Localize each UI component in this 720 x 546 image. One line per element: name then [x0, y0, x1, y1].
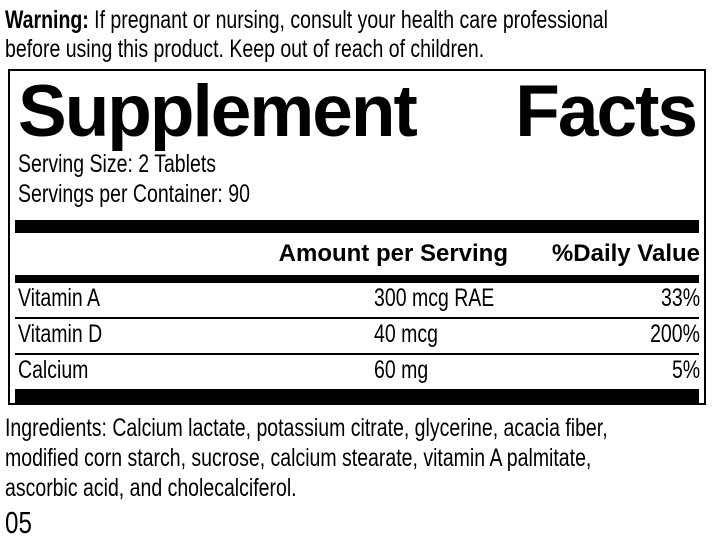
nutrient-daily-value: 33%	[660, 284, 700, 312]
serving-info: Serving Size: 2 Tablets Servings per Con…	[10, 149, 704, 209]
lot-code-value: 05	[5, 505, 32, 540]
divider-bar-bottom	[15, 389, 699, 403]
warning-line-1-rest: If pregnant or nursing, consult your hea…	[88, 6, 608, 34]
warning-line-2: before using this product. Keep out of r…	[5, 35, 485, 63]
lot-code: 05	[5, 507, 39, 539]
panel-title-word-right: Facts	[515, 71, 698, 152]
row-separator	[15, 353, 699, 355]
warning-text: Warning: If pregnant or nursing, consult…	[5, 6, 720, 64]
ingredients-line-2: modified corn starch, sucrose, calcium s…	[5, 444, 592, 472]
nutrient-row-vitamin-d: Vitamin D 40 mcg 200%	[10, 319, 704, 353]
divider-bar-thick	[15, 220, 699, 233]
nutrient-name: Vitamin D	[18, 320, 103, 348]
nutrient-name: Vitamin A	[18, 284, 101, 312]
warning-label: Warning:	[5, 6, 89, 34]
nutrient-row-calcium: Calcium 60 mg 5%	[10, 355, 704, 389]
ingredients-line-3: ascorbic acid, and cholecalciferol.	[5, 474, 297, 502]
nutrient-amount: 40 mcg	[374, 320, 438, 348]
warning-line-1: Warning: If pregnant or nursing, consult…	[5, 6, 608, 35]
nutrient-daily-value: 5%	[671, 356, 700, 384]
ingredients-line-1: Ingredients: Calcium lactate, potassium …	[5, 414, 608, 442]
ingredients-text: Ingredients: Calcium lactate, potassium …	[5, 413, 720, 503]
column-header-daily-value: %Daily Value	[551, 240, 700, 267]
row-separator	[15, 317, 699, 319]
nutrient-row-vitamin-a: Vitamin A 300 mcg RAE 33%	[10, 283, 704, 317]
supplement-facts-panel: Supplement Facts Serving Size: 2 Tablets…	[8, 69, 706, 405]
nutrient-name: Calcium	[18, 356, 89, 384]
nutrient-amount: 300 mcg RAE	[374, 284, 495, 312]
panel-title: Supplement Facts	[10, 75, 704, 149]
nutrient-amount: 60 mg	[374, 356, 429, 384]
divider-bar-medium	[15, 275, 699, 283]
serving-size: Serving Size: 2 Tablets	[18, 150, 217, 178]
column-header-row: Amount per Serving %Daily Value	[10, 233, 704, 275]
column-header-amount: Amount per Serving	[278, 240, 508, 267]
nutrient-daily-value: 200%	[650, 320, 700, 348]
panel-title-word-left: Supplement	[18, 71, 418, 152]
servings-per-container: Servings per Container: 90	[18, 180, 250, 208]
